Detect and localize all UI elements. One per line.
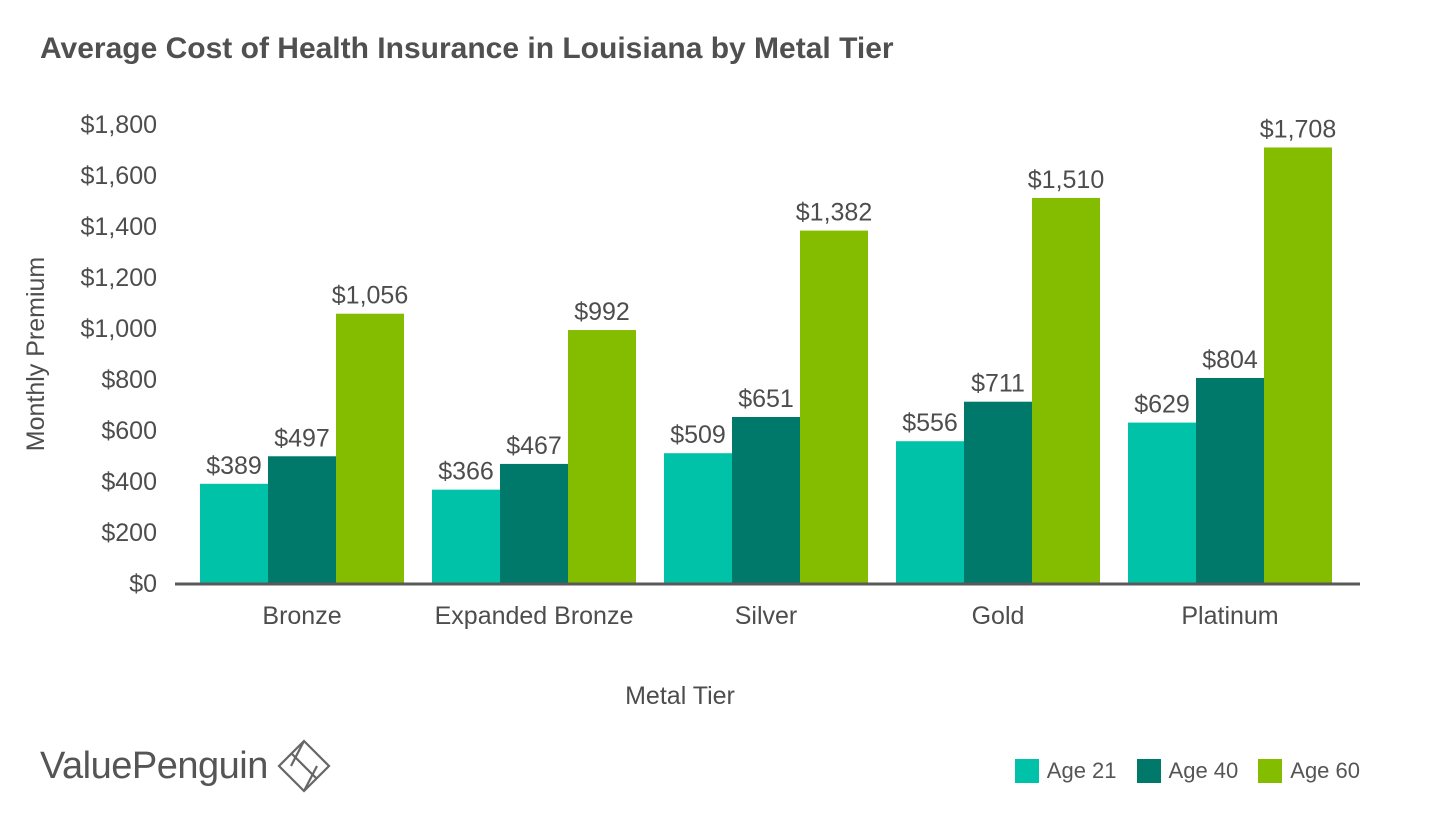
legend-label-age-40: Age 40 bbox=[1168, 758, 1239, 783]
legend-swatch-age-21 bbox=[1014, 759, 1039, 783]
x-tick-label: Platinum bbox=[1181, 602, 1278, 630]
bar-age-60 bbox=[336, 313, 404, 583]
x-tick-label: Gold bbox=[972, 602, 1025, 630]
data-label: $992 bbox=[574, 298, 630, 326]
bar-age-40 bbox=[500, 463, 568, 583]
data-label: $509 bbox=[670, 421, 726, 449]
y-tick-label: $600 bbox=[101, 417, 157, 445]
bar-age-21 bbox=[200, 483, 268, 583]
legend-item-age-21: Age 21 bbox=[1014, 758, 1117, 784]
penguin-diamond-icon bbox=[277, 739, 331, 793]
y-tick-label: $800 bbox=[101, 366, 157, 394]
data-label: $467 bbox=[506, 432, 562, 460]
legend-label-age-21: Age 21 bbox=[1046, 758, 1117, 783]
x-tick-label: Expanded Bronze bbox=[435, 602, 634, 630]
bar-age-21 bbox=[432, 489, 500, 583]
y-tick-label: $1,800 bbox=[81, 111, 157, 139]
bar-age-21 bbox=[896, 441, 964, 583]
x-tick-label: Bronze bbox=[262, 602, 341, 630]
bar-age-60 bbox=[568, 330, 636, 583]
data-label: $711 bbox=[971, 370, 1025, 398]
x-tick-label: Silver bbox=[735, 602, 798, 630]
y-tick-label: $1,000 bbox=[81, 315, 157, 343]
legend-swatch-age-60 bbox=[1258, 759, 1283, 783]
y-axis-title: Monthly Premium bbox=[22, 257, 50, 452]
legend: Age 21 Age 40 Age 60 bbox=[995, 758, 1360, 784]
bar-age-40 bbox=[732, 416, 800, 583]
chart-title: Average Cost of Health Insurance in Loui… bbox=[40, 32, 894, 65]
data-label: $1,510 bbox=[1028, 166, 1104, 194]
y-tick-label: $0 bbox=[129, 570, 157, 598]
legend-item-age-60: Age 60 bbox=[1258, 758, 1360, 784]
data-label: $497 bbox=[274, 424, 330, 452]
data-label: $389 bbox=[206, 452, 262, 480]
brand-name: ValuePenguin bbox=[40, 744, 268, 787]
data-label: $804 bbox=[1202, 346, 1258, 374]
brand-logo: ValuePenguin bbox=[40, 738, 332, 794]
bar-age-60 bbox=[1264, 147, 1332, 583]
data-label: $1,056 bbox=[332, 282, 408, 310]
data-label: $556 bbox=[902, 409, 958, 437]
y-tick-label: $1,200 bbox=[81, 264, 157, 292]
y-tick-label: $1,400 bbox=[81, 213, 157, 241]
data-label: $629 bbox=[1134, 391, 1190, 419]
bar-age-60 bbox=[800, 230, 868, 583]
bar-age-40 bbox=[964, 401, 1032, 583]
data-label: $1,708 bbox=[1260, 115, 1336, 143]
bar-age-21 bbox=[1128, 422, 1196, 583]
x-axis-title: Metal Tier bbox=[625, 682, 735, 710]
data-label: $366 bbox=[438, 458, 494, 486]
bar-age-21 bbox=[664, 453, 732, 583]
legend-label-age-60: Age 60 bbox=[1290, 758, 1360, 783]
bar-age-60 bbox=[1032, 197, 1100, 583]
legend-swatch-age-40 bbox=[1136, 759, 1161, 783]
y-tick-label: $1,600 bbox=[81, 162, 157, 190]
y-tick-label: $200 bbox=[101, 519, 157, 547]
legend-item-age-40: Age 40 bbox=[1136, 758, 1239, 784]
bar-age-40 bbox=[268, 456, 336, 583]
data-label: $1,382 bbox=[796, 199, 872, 227]
y-tick-label: $400 bbox=[101, 468, 157, 496]
bar-age-40 bbox=[1196, 377, 1264, 583]
data-label: $651 bbox=[738, 385, 794, 413]
